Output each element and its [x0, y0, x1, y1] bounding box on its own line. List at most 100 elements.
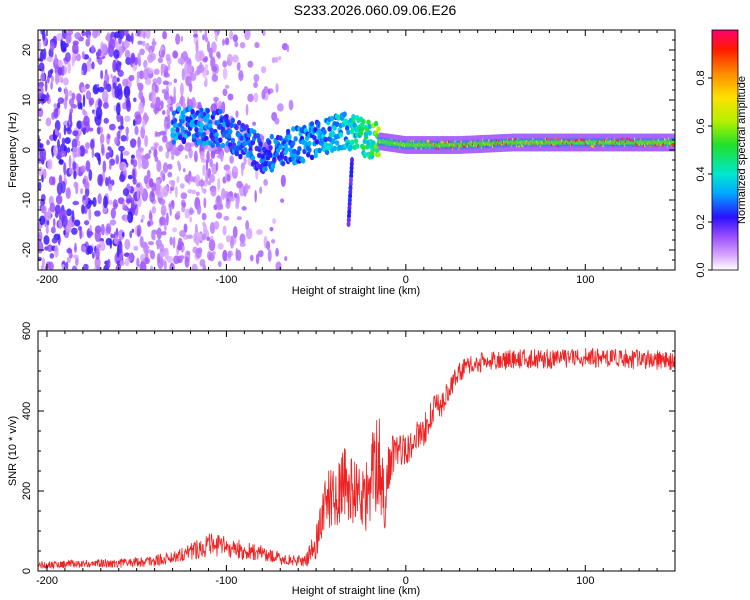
- spectrogram-noise-blob: [216, 51, 221, 58]
- spectrogram-carrier-blob: [293, 136, 298, 142]
- spectrogram-noise-blob: [53, 103, 58, 108]
- spectrogram-noise-blob: [185, 174, 191, 184]
- spectrogram-noise-blob: [236, 61, 241, 71]
- y-tick-label: 200: [21, 482, 33, 500]
- spectrogram-noise-blob: [105, 223, 112, 234]
- spectrogram-noise-blob: [193, 232, 197, 244]
- spectrogram-noise-blob: [95, 247, 100, 260]
- spectrogram-noise-blob: [156, 76, 162, 85]
- spectrogram-noise-blob: [176, 210, 181, 216]
- spectrogram-noise-blob: [136, 228, 141, 238]
- spectrogram-noise-blob: [153, 68, 160, 75]
- spectrogram-noise-blob: [222, 249, 228, 262]
- spectrogram-noise-blob: [164, 247, 169, 260]
- spectrogram-noise-blob: [79, 146, 85, 157]
- spectrogram-carrier-blob: [201, 131, 207, 138]
- spectrogram-noise-blob: [85, 160, 91, 172]
- spectrogram-noise-blob: [254, 189, 257, 203]
- spectrogram-noise-blob: [68, 167, 74, 175]
- spectrogram-noise-blob: [204, 76, 208, 87]
- spectrogram-noise-blob: [173, 78, 177, 84]
- spectrogram-noise-blob: [82, 94, 86, 108]
- spectrogram-noise-blob: [179, 82, 184, 96]
- spectrogram-noise-blob: [146, 169, 151, 180]
- spectrogram-noise-blob: [65, 52, 71, 63]
- spectrogram-noise-blob: [136, 82, 143, 88]
- spectrogram-noise-blob: [235, 248, 239, 261]
- spectrogram-noise-blob: [65, 187, 71, 199]
- spectrogram-noise-blob: [167, 115, 171, 124]
- spectrogram-noise-blob: [46, 139, 50, 146]
- colorbar-tick-label: 0.6: [695, 118, 707, 133]
- spectrogram-noise-blob: [57, 97, 64, 104]
- spectrogram-noise-blob: [38, 87, 42, 95]
- spectrogram-noise-blob: [72, 200, 80, 206]
- spectrogram-noise-blob: [41, 93, 48, 104]
- spectrogram-noise-blob: [49, 41, 55, 52]
- spectrogram-noise-blob: [40, 265, 44, 270]
- snr-series-line: [38, 347, 675, 571]
- spectrogram-noise-blob: [221, 38, 226, 46]
- spectrogram-noise-blob: [47, 69, 53, 79]
- spectrogram-noise-blob: [93, 266, 97, 270]
- spectrogram-noise-blob: [71, 55, 75, 67]
- spectrogram-noise-blob: [267, 248, 272, 262]
- spectrogram-noise-blob: [51, 237, 58, 244]
- spectrogram-noise-blob: [66, 248, 73, 254]
- spectrogram-noise-blob: [206, 236, 211, 242]
- spectrogram-noise-blob: [85, 142, 90, 150]
- spectrogram-noise-blob: [113, 104, 117, 112]
- spectrogram-noise-blob: [143, 257, 150, 265]
- spectrogram-noise-blob: [72, 254, 79, 259]
- spectrogram-noise-blob: [196, 191, 200, 197]
- spectrogram-carrier-blob: [236, 140, 242, 147]
- spectrogram-noise-blob: [232, 166, 238, 173]
- spectrogram-noise-blob: [167, 163, 173, 170]
- spectrogram-noise-blob: [47, 261, 54, 270]
- spectrogram-noise-blob: [167, 171, 173, 178]
- spectrogram-noise-blob: [118, 145, 125, 152]
- spectrogram-noise-blob: [124, 115, 131, 122]
- spectrogram-noise-blob: [156, 160, 162, 173]
- spectrogram-noise-blob: [139, 185, 144, 195]
- x-tick-label: 0: [403, 274, 409, 286]
- snr-x-axis: -200 -100 0 100: [36, 331, 676, 587]
- spectrogram-noise-blob: [246, 184, 251, 190]
- spectrogram-carrier-blob: [230, 137, 236, 144]
- spectrogram-noise-blob: [165, 141, 171, 150]
- spectrogram-noise-blob: [227, 53, 233, 66]
- spectrogram-noise-blob: [199, 30, 203, 33]
- y-tick-label: -10: [21, 192, 33, 208]
- spectrogram-noise-blob: [81, 51, 85, 59]
- spectrogram-noise-blob: [77, 225, 83, 231]
- spectrogram-noise-blob: [132, 178, 137, 185]
- spectrogram-noise-blob: [122, 102, 128, 110]
- spectrogram-carrier-blob: [278, 144, 283, 150]
- spectrogram-noise-blob: [118, 46, 124, 56]
- spectrogram-noise-blob: [45, 211, 52, 221]
- spectrogram-noise-blob: [215, 161, 219, 172]
- spectrogram-carrier-blob: [349, 139, 355, 146]
- spectrogram-noise-blob: [156, 253, 161, 264]
- spectrogram-noise-blob: [216, 154, 224, 159]
- spectrogram-noise-blob: [263, 86, 269, 94]
- spectrogram-noise-blob: [116, 112, 122, 123]
- spectrogram-noise-blob: [232, 34, 239, 43]
- spectrogram-noise-blob: [213, 96, 220, 102]
- spectrogram-carrier-blob: [220, 142, 226, 149]
- spectrogram-noise-blob: [138, 101, 144, 114]
- spectrogram-carrier-blob: [362, 151, 367, 158]
- spectrogram-noise-blob: [255, 253, 260, 265]
- spectrogram-carrier-blob: [171, 139, 177, 145]
- spectrogram-noise-blob: [54, 53, 58, 65]
- spectrogram-carrier-blob: [312, 135, 317, 141]
- spectrogram-carrier-blob: [297, 145, 302, 152]
- spectrogram-noise-blob: [109, 146, 112, 157]
- spectrogram-noise-blob: [136, 30, 141, 37]
- spectrogram-noise-blob: [74, 242, 77, 252]
- spectrogram-carrier-blob: [201, 140, 207, 147]
- spectrogram-noise-blob: [139, 261, 147, 270]
- y-tick-label: -20: [21, 242, 33, 258]
- spectrogram-carrier-blob: [171, 110, 177, 116]
- spectrogram-noise-blob: [64, 86, 68, 97]
